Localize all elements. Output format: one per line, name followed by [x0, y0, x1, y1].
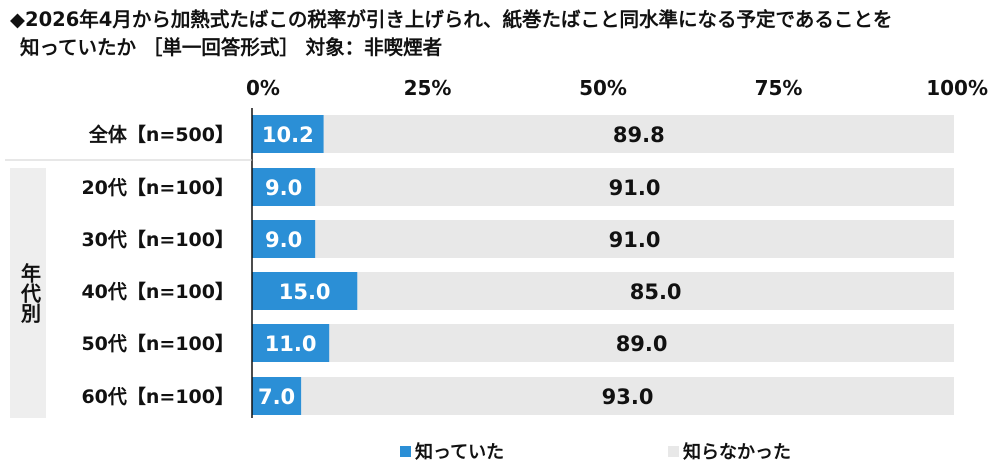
- legend-label: 知っていた: [415, 441, 504, 463]
- data-label-aware: 15.0: [279, 280, 331, 304]
- data-label-not-aware: 89.0: [616, 332, 668, 356]
- data-label-not-aware: 93.0: [602, 385, 654, 409]
- bar-segment-not-aware: [315, 168, 954, 206]
- bar-segment-aware: [252, 324, 330, 362]
- category-label: 20代【n=100】: [81, 176, 234, 199]
- data-label-aware: 9.0: [265, 228, 302, 252]
- x-tick-label: 75%: [755, 76, 803, 100]
- data-label-aware: 7.0: [258, 385, 295, 409]
- bar-row: 全体【n=500】 10.2 89.8: [88, 115, 954, 153]
- group-label: 年代別: [18, 262, 42, 324]
- bar-segment-aware: [252, 168, 316, 206]
- bar-segment-not-aware: [329, 324, 955, 362]
- legend-label: 知らなかった: [683, 441, 791, 463]
- data-label-not-aware: 89.8: [613, 123, 665, 147]
- chart-title: ◆2026年4月から加熱式たばこの税率が引き上げられ、紙巻たばこと同水準になる予…: [10, 6, 990, 62]
- category-label: 50代【n=100】: [81, 332, 234, 355]
- bar-segment-not-aware: [315, 220, 954, 258]
- bar-segment-aware: [252, 377, 302, 415]
- bar-segment-aware: [252, 115, 324, 153]
- category-label: 60代【n=100】: [81, 385, 234, 408]
- bar-segment-aware: [252, 220, 316, 258]
- bar-row: 40代【n=100】 15.0 85.0: [81, 272, 954, 310]
- legend-swatch: [400, 446, 411, 457]
- data-label-not-aware: 91.0: [609, 228, 661, 252]
- bar-segment-not-aware: [301, 377, 954, 415]
- data-label-aware: 9.0: [265, 176, 302, 200]
- bar-row: 20代【n=100】 9.0 91.0: [81, 168, 954, 206]
- data-label-aware: 11.0: [265, 332, 317, 356]
- chart-title-line-2: 知っていたか ［単一回答形式］ 対象：非喫煙者: [20, 36, 443, 59]
- bar-segment-not-aware: [357, 272, 954, 310]
- data-label-not-aware: 85.0: [630, 280, 682, 304]
- legend-swatch: [668, 446, 679, 457]
- data-label-aware: 10.2: [262, 123, 314, 147]
- category-label: 全体【n=500】: [88, 123, 234, 146]
- x-tick-label: 50%: [579, 76, 627, 100]
- category-label: 40代【n=100】: [81, 280, 234, 303]
- group-label-box: [10, 168, 46, 418]
- bar-row: 50代【n=100】 11.0 89.0: [81, 324, 955, 362]
- bar-row: 30代【n=100】 9.0 91.0: [81, 220, 954, 258]
- chart-title-line-1: ◆2026年4月から加熱式たばこの税率が引き上げられ、紙巻たばこと同水準になる予…: [10, 8, 893, 31]
- x-tick-label: 100%: [926, 76, 988, 100]
- bar-segment-not-aware: [323, 115, 954, 153]
- x-tick-label: 25%: [404, 76, 452, 100]
- x-tick-label: 0%: [246, 76, 280, 100]
- category-label: 30代【n=100】: [81, 228, 234, 251]
- bar-row: 60代【n=100】 7.0 93.0: [81, 377, 954, 415]
- x-axis-ticks: 0% 25% 50% 75% 100%: [246, 76, 988, 100]
- bar-segment-aware: [252, 272, 358, 310]
- age-group-block: 年代別: [5, 159, 252, 418]
- data-label-not-aware: 91.0: [609, 176, 661, 200]
- legend: 知っていた 知らなかった: [400, 441, 791, 463]
